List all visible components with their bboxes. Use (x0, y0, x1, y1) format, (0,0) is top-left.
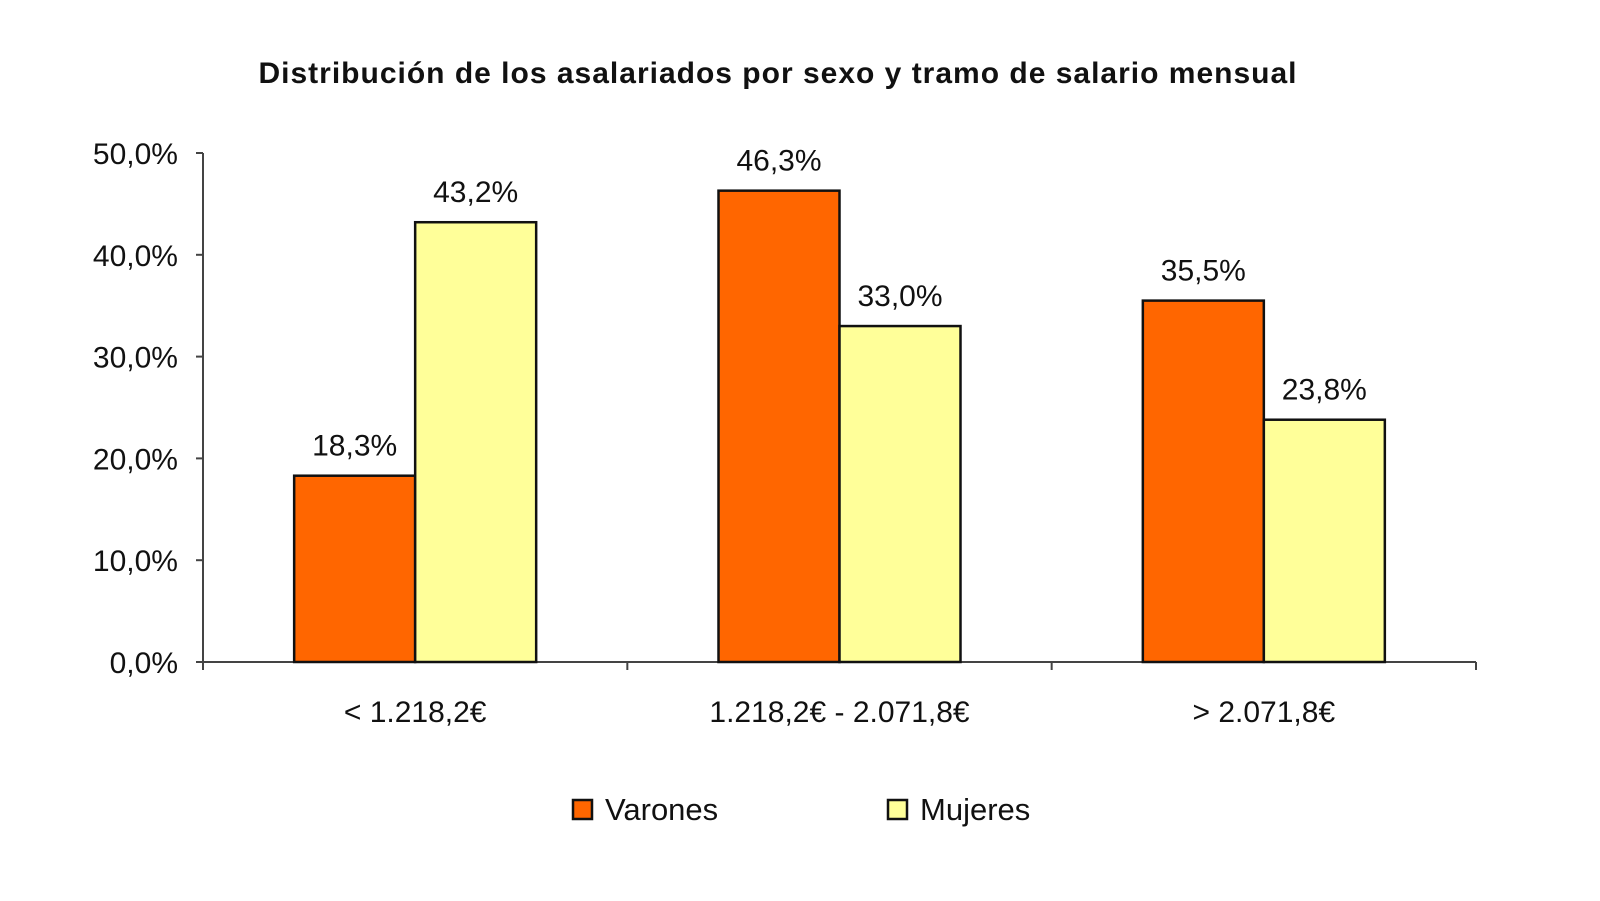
data-label: 43,2% (433, 176, 518, 209)
bar-varones (717, 189, 841, 664)
y-tick-label: 30,0% (93, 342, 178, 375)
data-label: 46,3% (736, 145, 821, 178)
bar-mujeres (838, 324, 962, 664)
axes: 0,0% 10,0% 20,0% 30,0% 40,0% 50,0% < 1.218,2€ 1… (93, 138, 1477, 729)
x-tick-label: < 1.218,2€ (344, 696, 487, 729)
legend-swatch-varones (571, 798, 594, 821)
y-tick-label: 0,0% (110, 647, 178, 680)
legend-label: Varones (605, 792, 718, 827)
x-tick-label: 1.218,2€ - 2.071,8€ (709, 696, 970, 729)
bar-mujeres (1262, 418, 1387, 664)
data-label: 33,0% (857, 280, 942, 313)
y-tick-label: 20,0% (93, 443, 178, 476)
bars: 18,3% 43,2% 46,3% 33,0% 35,5% 23,8% (292, 145, 1387, 664)
bar-varones (292, 474, 417, 664)
x-tick-label: > 2.071,8€ (1193, 696, 1336, 729)
legend: Varones Mujeres (571, 792, 1030, 827)
data-label: 35,5% (1161, 255, 1246, 288)
legend-swatch-mujeres (886, 798, 909, 821)
bar-varones (1141, 299, 1266, 664)
data-label: 23,8% (1282, 374, 1367, 407)
y-tick-label: 40,0% (93, 240, 178, 273)
chart-title: Distribución de los asalariados por sexo… (259, 57, 1298, 90)
bar-mujeres (413, 220, 538, 664)
y-tick-label: 50,0% (93, 138, 178, 171)
y-tick-label: 10,0% (93, 545, 178, 578)
data-label: 18,3% (312, 430, 397, 463)
legend-label: Mujeres (920, 792, 1030, 827)
